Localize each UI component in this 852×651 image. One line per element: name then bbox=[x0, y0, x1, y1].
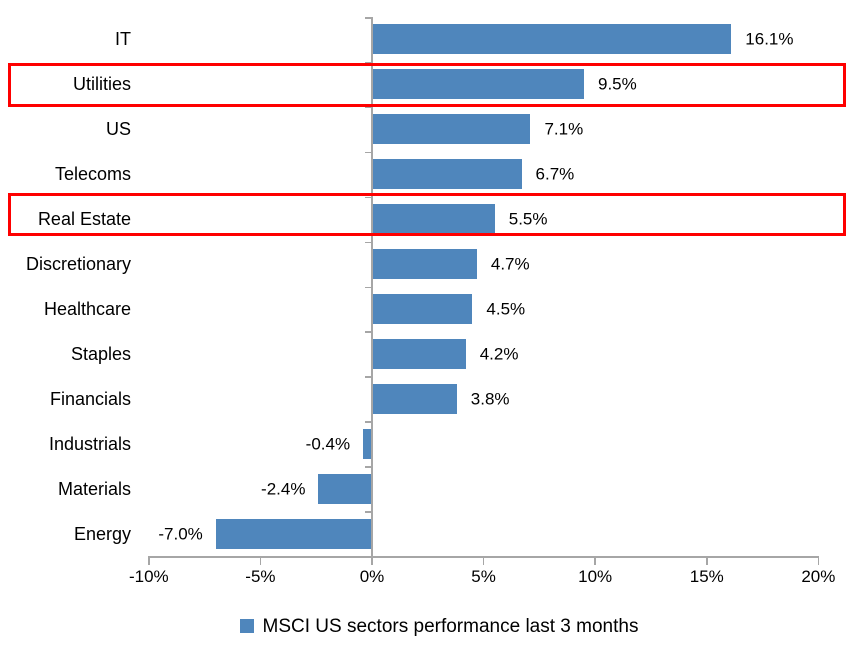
bar bbox=[372, 204, 495, 235]
value-label: 5.5% bbox=[508, 209, 548, 229]
category-label: US bbox=[105, 119, 131, 140]
category-label: Staples bbox=[70, 343, 131, 364]
value-label: 9.5% bbox=[598, 74, 637, 94]
x-axis-tick bbox=[148, 555, 150, 565]
bar bbox=[372, 114, 531, 145]
category-label: Industrials bbox=[48, 433, 131, 454]
bar bbox=[372, 69, 584, 100]
highlight-box-real-estate bbox=[8, 193, 846, 237]
bar bbox=[363, 428, 372, 459]
x-axis-tick-label: 0% bbox=[359, 567, 385, 586]
value-label: 4.5% bbox=[486, 299, 526, 319]
category-label: Energy bbox=[73, 523, 131, 544]
category-label: Materials bbox=[57, 478, 131, 499]
x-axis-tick bbox=[594, 555, 596, 565]
value-label: 6.7% bbox=[535, 164, 575, 184]
y-axis-tick bbox=[365, 421, 372, 423]
x-axis-tick bbox=[371, 555, 373, 565]
y-axis-tick bbox=[365, 511, 372, 513]
bar bbox=[372, 338, 466, 369]
legend-label: MSCI US sectors performance last 3 month… bbox=[262, 615, 639, 637]
x-axis-tick bbox=[817, 555, 820, 565]
y-axis-tick bbox=[365, 376, 372, 378]
x-axis-tick-label: -10% bbox=[128, 567, 169, 586]
value-label: 16.1% bbox=[745, 29, 794, 49]
y-axis-tick bbox=[365, 241, 372, 244]
bar bbox=[215, 518, 372, 549]
legend-series-swatch-icon bbox=[239, 619, 254, 633]
value-label: -0.4% bbox=[305, 434, 351, 454]
y-axis-tick bbox=[365, 17, 372, 19]
value-label: 3.8% bbox=[470, 389, 510, 409]
bar bbox=[372, 249, 477, 280]
y-axis-tick bbox=[365, 106, 372, 109]
value-label: -2.4% bbox=[261, 479, 306, 499]
category-label: Discretionary bbox=[25, 254, 131, 275]
bar bbox=[372, 383, 457, 414]
category-label: IT bbox=[115, 29, 131, 50]
y-axis-tick bbox=[365, 286, 372, 289]
x-axis-tick-label: 15% bbox=[689, 567, 724, 586]
y-axis-tick bbox=[365, 61, 372, 64]
category-label: Utilities bbox=[72, 74, 131, 95]
value-label: 4.7% bbox=[490, 254, 530, 274]
category-label: Telecoms bbox=[54, 164, 131, 185]
value-label: 7.1% bbox=[544, 119, 584, 139]
y-axis-tick bbox=[365, 331, 372, 333]
x-axis-tick-label: -5% bbox=[245, 567, 276, 586]
y-axis-tick bbox=[365, 196, 372, 199]
bar bbox=[318, 473, 372, 504]
y-axis-line bbox=[371, 17, 373, 558]
x-axis-tick bbox=[482, 555, 485, 565]
legend: MSCI US sectors performance last 3 month… bbox=[0, 613, 852, 639]
x-axis-tick-label: 10% bbox=[578, 567, 613, 586]
category-label: Financials bbox=[49, 388, 131, 409]
value-label: 4.2% bbox=[479, 344, 519, 364]
bar bbox=[372, 293, 473, 324]
x-axis-tick bbox=[706, 555, 708, 565]
x-axis-tick bbox=[259, 555, 262, 565]
plot-area: IT 16.1% Utilities 9.5% US 7.1% Telecoms 6.7% Re… bbox=[8, 17, 846, 586]
highlight-box-utilities bbox=[8, 63, 846, 108]
x-axis-tick-label: 5% bbox=[471, 567, 496, 586]
category-label: Healthcare bbox=[43, 298, 131, 319]
bar bbox=[372, 24, 732, 55]
value-label: -7.0% bbox=[158, 524, 203, 544]
x-axis-tick-label: 20% bbox=[801, 567, 836, 586]
y-axis-tick bbox=[365, 466, 372, 468]
y-axis-tick bbox=[365, 151, 372, 154]
bar bbox=[372, 159, 522, 190]
category-label: Real Estate bbox=[37, 209, 131, 230]
